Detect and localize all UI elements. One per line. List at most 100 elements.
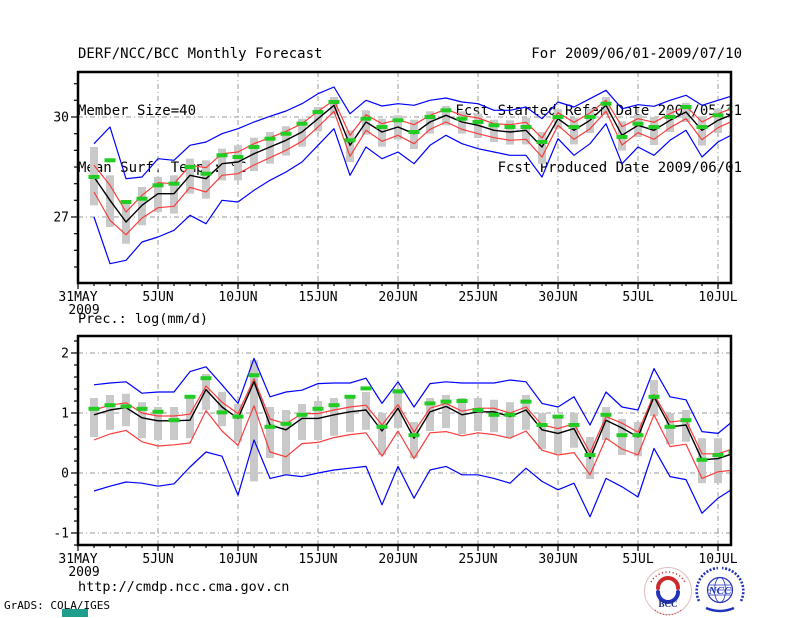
spread-bar [266, 407, 274, 458]
obs-dash [696, 125, 708, 129]
obs-dash [312, 406, 324, 411]
obs-dash [472, 120, 484, 124]
series-group [88, 357, 731, 518]
series-red-upper-line [93, 99, 731, 213]
obs-dash [136, 196, 148, 201]
x-axis-year-label: 2009 [68, 303, 99, 318]
obs-dash [680, 418, 692, 423]
obs-dash [296, 121, 308, 126]
obs-dash [312, 110, 324, 114]
x-tick-label: 5JUL [622, 552, 653, 567]
spread-bar [90, 398, 98, 437]
y-tick-label: 27 [53, 211, 69, 226]
series-blue-upper-line [93, 357, 731, 434]
obs-dash [200, 171, 212, 176]
precip-chart-title: Prec.: log(mm/d) [78, 311, 209, 327]
x-tick-label: 20JUN [378, 290, 417, 305]
x-tick-label: 25JUN [458, 290, 497, 305]
bcc-ring-text-icon [650, 571, 686, 583]
spread-bar [218, 392, 226, 427]
spread-bar [234, 145, 242, 181]
obs-dash [392, 118, 404, 123]
ncc-logo: NCC [695, 566, 745, 613]
obs-dash [488, 123, 500, 128]
obs-dash [424, 401, 436, 406]
spread-bar [266, 132, 274, 164]
x-tick-label: 5JUN [142, 552, 173, 567]
obs-dash [520, 125, 532, 129]
obs-dash [280, 421, 292, 426]
ncc-ribbon-icon [705, 606, 735, 613]
obs-dash [232, 155, 244, 159]
obs-dash [456, 399, 468, 403]
obs-dash [88, 175, 100, 179]
series-mean-line [93, 381, 731, 461]
obs-dash [600, 412, 612, 417]
obs-dash [152, 183, 164, 188]
obs-dash [248, 373, 260, 378]
obs-dash [216, 410, 228, 415]
y-tick-label: 30 [53, 111, 69, 126]
spread-bar [170, 175, 178, 214]
spread-bar [346, 395, 354, 433]
spread-bar [298, 404, 306, 440]
spread-bar [202, 160, 210, 199]
chart-panel-0: 27 30 31MAY 5JUN 10JUN 15JUN 20JUN 25JUN 30JUN 5J… [53, 70, 738, 318]
obs-dash [248, 145, 260, 149]
axis-ticks [71, 83, 719, 289]
ncc-wreath-right-icon [721, 566, 745, 602]
obs-dash [696, 457, 708, 462]
obs-dash [504, 412, 516, 417]
teal-mark [62, 609, 88, 617]
obs-dash [408, 433, 420, 438]
obs-dash [568, 125, 580, 129]
obs-dash [712, 113, 724, 118]
obs-dash [632, 433, 644, 438]
obs-dash [600, 101, 612, 106]
logos: BCC NCC [644, 566, 745, 616]
obs-dash [536, 140, 548, 144]
obs-dash [104, 158, 116, 163]
x-tick-label: 5JUN [142, 290, 173, 305]
obs-dash [184, 165, 196, 169]
obs-dash [184, 394, 196, 399]
obs-dash [424, 115, 436, 119]
ncc-wreath-left-icon [695, 566, 719, 602]
obs-dash [360, 386, 372, 391]
obs-dash [664, 115, 676, 119]
obs-dash [648, 125, 660, 129]
obs-dash [232, 414, 244, 419]
obs-dash [104, 403, 116, 408]
obs-dash [216, 153, 228, 158]
spread-bar [122, 393, 130, 427]
spread-bar [410, 422, 418, 458]
series-red-lower-line [93, 110, 731, 236]
series-red-upper-line [93, 378, 731, 455]
bcc-swirl-red-icon [656, 576, 680, 590]
obs-dash [584, 115, 596, 119]
spread-bar [314, 401, 322, 440]
obs-dash [200, 376, 212, 381]
spread-bar [346, 130, 354, 162]
obs-dash [360, 116, 372, 121]
x-tick-label: 10JUN [218, 552, 257, 567]
x-tick-label: 10JUL [698, 290, 737, 305]
obs-dash [392, 389, 404, 394]
spread-bar [602, 407, 610, 440]
obs-dash [344, 394, 356, 399]
obs-dash [168, 418, 180, 423]
series-blue-upper-line [93, 86, 731, 180]
series-blue-lower-line [93, 439, 731, 518]
obs-dash [456, 116, 468, 121]
spread-bar [570, 117, 578, 145]
series-red-lower-line [93, 405, 731, 479]
spread-bar [234, 404, 242, 442]
obs-dash [440, 108, 452, 113]
obs-dash [616, 433, 628, 438]
x-tick-label: 10JUN [218, 290, 257, 305]
spread-bar [426, 398, 434, 431]
spread-bar [458, 398, 466, 434]
obs-dash [536, 423, 548, 427]
obs-dash [680, 105, 692, 109]
